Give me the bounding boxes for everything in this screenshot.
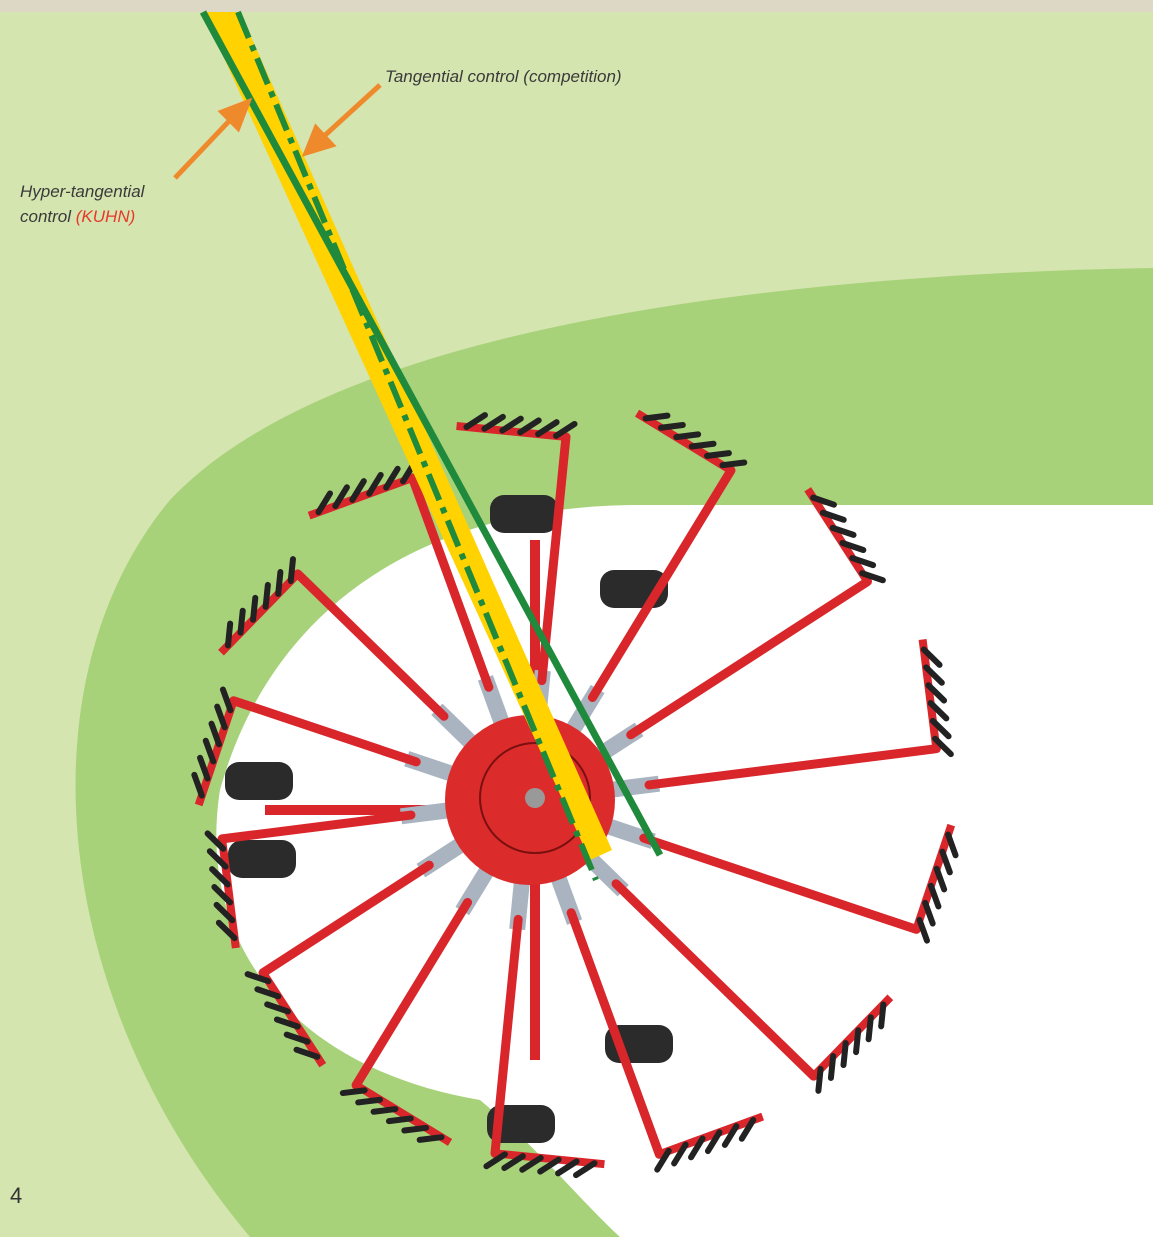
rotor-center bbox=[525, 788, 545, 808]
tine bbox=[843, 1043, 845, 1065]
wheel bbox=[490, 495, 558, 533]
illustration: Tangential control (competition) Hyper-t… bbox=[0, 0, 1153, 1237]
label-tangential: Tangential control (competition) bbox=[385, 67, 622, 86]
tine bbox=[818, 1069, 820, 1091]
tine bbox=[676, 434, 698, 437]
tine bbox=[420, 1137, 442, 1140]
tine bbox=[707, 453, 729, 456]
page: {"annotations": {"tangential": "Tangenti… bbox=[0, 0, 1153, 1237]
tine bbox=[692, 444, 714, 447]
label-kuhn: (KUHN) bbox=[76, 207, 136, 226]
tine bbox=[241, 611, 243, 633]
page-number: 4 bbox=[10, 1183, 22, 1208]
tine bbox=[722, 463, 744, 466]
tine bbox=[343, 1090, 365, 1093]
tine bbox=[291, 559, 293, 581]
tine bbox=[358, 1100, 380, 1103]
tine bbox=[646, 416, 668, 419]
label-hyper-2: control (KUHN) bbox=[20, 207, 135, 226]
tine bbox=[374, 1109, 396, 1112]
label-control: control bbox=[20, 207, 72, 226]
wheel bbox=[228, 840, 296, 878]
tine bbox=[881, 1004, 883, 1026]
label-hyper: Hyper-tangential bbox=[20, 182, 146, 201]
tine bbox=[278, 572, 280, 594]
tine bbox=[389, 1118, 411, 1121]
tine bbox=[831, 1056, 833, 1078]
tine bbox=[856, 1030, 858, 1052]
tine bbox=[228, 624, 230, 646]
tine bbox=[869, 1017, 871, 1039]
top-strip bbox=[0, 0, 1153, 12]
wheel bbox=[225, 762, 293, 800]
tine bbox=[661, 425, 683, 428]
tine bbox=[404, 1128, 426, 1131]
tine bbox=[253, 598, 255, 620]
tine bbox=[266, 585, 268, 607]
frame bbox=[530, 880, 540, 1060]
